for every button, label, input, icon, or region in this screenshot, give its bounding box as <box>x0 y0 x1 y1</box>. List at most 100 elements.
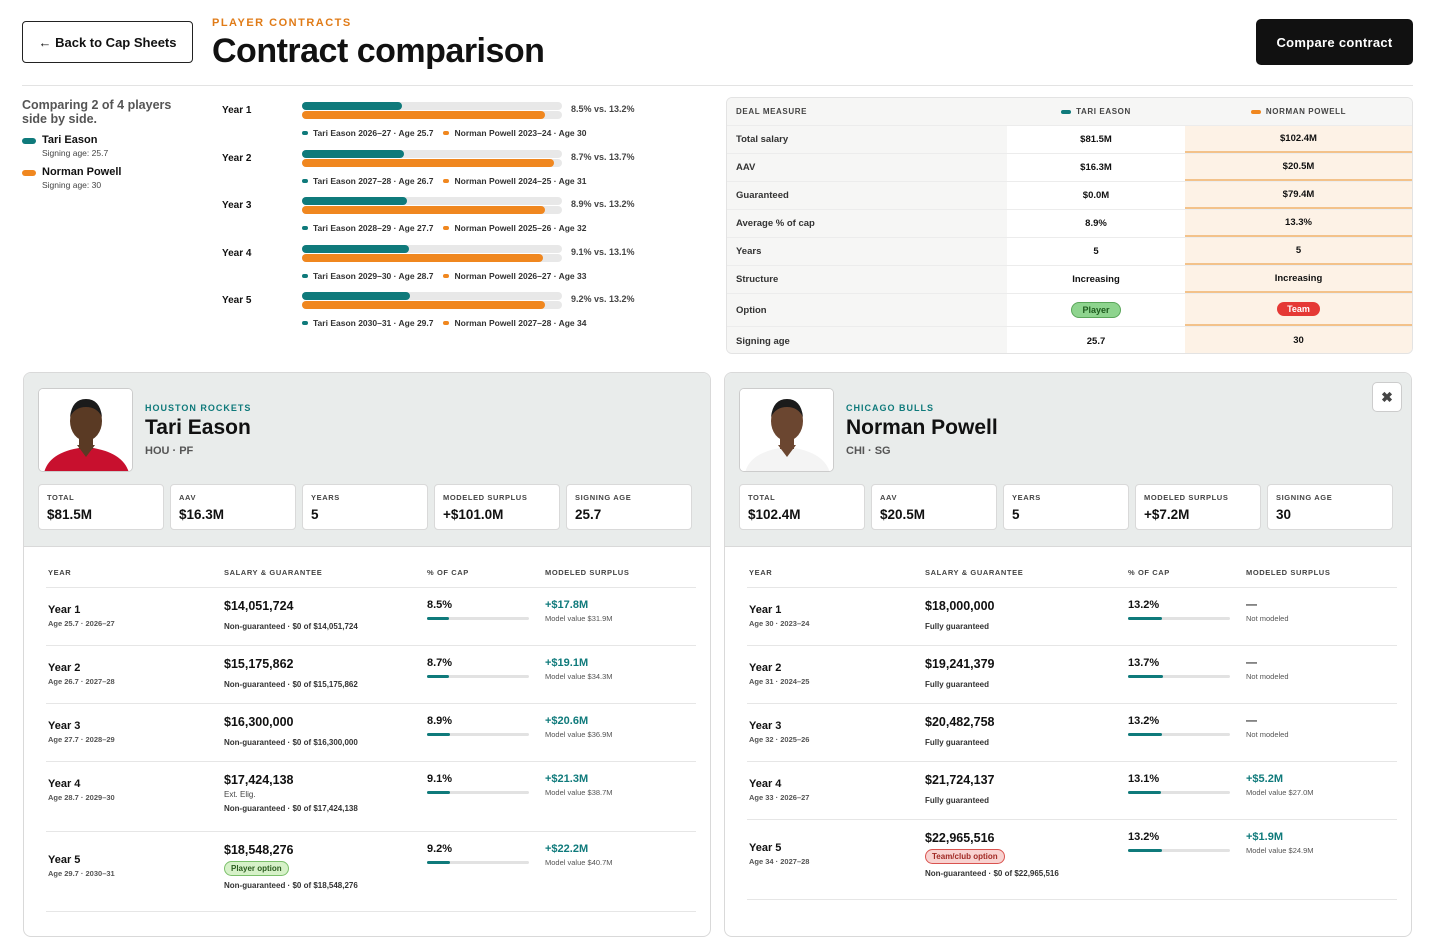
cap-pct-cell: 8.7% <box>427 657 529 678</box>
model-value: Model value $38.7M <box>545 788 613 797</box>
stat-tile: TOTAL $81.5M <box>38 484 164 530</box>
year-bar-pct-text: 9.1% vs. 13.1% <box>571 246 635 257</box>
deal-measure-label: Total salary <box>727 126 1007 153</box>
deal-measure-label: Option <box>727 294 1007 326</box>
page-eyebrow: PLAYER CONTRACTS <box>212 17 352 29</box>
player-position: CHI · SG <box>846 445 891 457</box>
column-header: % OF CAP <box>427 568 469 577</box>
guarantee-text: Non-guaranteed · $0 of $14,051,724 <box>224 622 358 631</box>
cap-pct-fill <box>1128 675 1163 678</box>
year-bar-label: Year 1 <box>222 105 252 116</box>
salary-value: $18,548,276 <box>224 843 294 857</box>
dot-b <box>443 226 450 230</box>
stat-label: SIGNING AGE <box>1276 493 1333 502</box>
model-value: Model value $34.3M <box>545 672 613 681</box>
legend-name-a: Tari Eason <box>42 134 98 146</box>
surplus-cell: — Not modeled <box>1246 715 1289 739</box>
stat-tiles: TOTAL $81.5M AAV $16.3M YEARS 5 MODELED SURPLU… <box>38 484 692 530</box>
cap-pct-fill <box>1128 733 1162 736</box>
deal-value-b: 13.3% <box>1185 210 1412 237</box>
column-header: MODELED SURPLUS <box>1246 568 1331 577</box>
bar-fill-b <box>302 301 545 309</box>
cap-pct-value: 13.2% <box>1128 599 1160 611</box>
bar-fill-a <box>302 197 407 205</box>
deal-measure-label: Average % of cap <box>727 210 1007 237</box>
card-header: HOUSTON ROCKETS Tari Eason HOU · PF TOTAL $8… <box>24 373 710 547</box>
deal-value-b: $20.5M <box>1185 154 1412 181</box>
player-name: Tari Eason <box>145 416 251 439</box>
surplus-cell: +$21.3M Model value $38.7M <box>545 773 613 797</box>
stat-tile: MODELED SURPLUS +$101.0M <box>434 484 560 530</box>
year-name: Year 2 <box>749 662 782 674</box>
year-sub: Age 25.7 · 2026–27 <box>48 619 115 628</box>
column-header: YEAR <box>749 568 773 577</box>
salary-cell: $18,000,000 Fully guaranteed <box>925 599 995 631</box>
year-bar-label: Year 2 <box>222 152 252 164</box>
stat-label: MODELED SURPLUS <box>1144 493 1229 502</box>
cap-pct-cell: 8.5% <box>427 599 529 620</box>
salary-value: $15,175,862 <box>224 657 294 671</box>
dot-a <box>302 321 308 325</box>
sub-b: Norman Powell 2024–25 · Age 31 <box>454 175 587 186</box>
salary-value: $17,424,138 <box>224 773 294 787</box>
bar-track-a <box>302 149 562 158</box>
salary-value: $14,051,724 <box>224 599 294 613</box>
sub-b: Norman Powell 2023–24 · Age 30 <box>454 128 587 138</box>
guarantee-text: Fully guaranteed <box>925 796 990 805</box>
cap-pct-bar <box>427 675 529 678</box>
salary-table-header: YEAR SALARY & GUARANTEE % OF CAP MODELED SU… <box>747 558 1397 588</box>
cap-pct-value: 8.5% <box>427 599 453 611</box>
compare-contract-button[interactable]: Compare contract <box>1256 19 1413 65</box>
guarantee-text: Non-guaranteed · $0 of $15,175,862 <box>224 680 358 689</box>
year-bar-subtext: Tari Eason 2030–31 · Age 29.7 Norman Powe… <box>302 318 586 328</box>
year-bar-row: Year 5 9.2% vs. 13.2% Tari Eason 2030–31 ·… <box>222 288 652 336</box>
year-sub: Age 31 · 2024–25 <box>749 677 810 686</box>
deal-value-a: $81.5M <box>1007 126 1185 153</box>
cap-pct-value: 13.1% <box>1128 773 1160 785</box>
stat-value: +$7.2M <box>1144 507 1190 522</box>
bar-fill-b <box>302 158 555 167</box>
cap-pct-fill <box>1128 791 1162 794</box>
deal-row: AAV $16.3M $20.5M <box>727 154 1412 182</box>
guarantee-text: Fully guaranteed <box>925 622 990 631</box>
table-row: Year 1 Age 30 · 2023–24 $18,000,000 Fully g… <box>747 588 1397 646</box>
cap-pct-value: 8.9% <box>427 715 453 727</box>
deal-row: Total salary $81.5M $102.4M <box>727 126 1412 154</box>
player-photo <box>739 388 834 472</box>
year-bar-label: Year 4 <box>222 247 252 259</box>
dot-b <box>443 131 450 135</box>
dot-a <box>302 273 308 278</box>
salary-cell: $16,300,000 Non-guaranteed · $0 of $16,30… <box>224 715 358 747</box>
stat-label: YEARS <box>1012 493 1041 502</box>
stat-tile: YEARS 5 <box>302 484 428 530</box>
deal-header-b: NORMAN POWELL <box>1185 98 1412 125</box>
bar-track-b <box>302 158 562 167</box>
salary-cell: $20,482,758 Fully guaranteed <box>925 715 995 747</box>
player-card-norman-powell: CHICAGO BULLS Norman Powell CHI · SG ✖ TOTAL… <box>724 372 1412 937</box>
stat-label: YEARS <box>311 493 340 502</box>
table-row: Year 1 Age 25.7 · 2026–27 $14,051,724 Non-g… <box>46 588 696 646</box>
bar-track-b <box>302 301 562 309</box>
year-name: Year 4 <box>48 778 81 790</box>
option-badge: Team/club option <box>925 849 1005 864</box>
model-value: Model value $27.0M <box>1246 788 1314 797</box>
deal-value-a: 5 <box>1007 238 1185 265</box>
surplus-value: +$5.2M <box>1246 773 1283 785</box>
cap-pct-fill <box>427 675 450 678</box>
back-to-cap-sheets-button[interactable]: ← Back to Cap Sheets <box>22 21 193 63</box>
year-bar-row: Year 4 9.1% vs. 13.1% Tari Eason 2029–30 ·… <box>222 241 652 289</box>
card-header: CHICAGO BULLS Norman Powell CHI · SG ✖ TOTAL… <box>725 373 1411 547</box>
close-icon: ✖ <box>1381 388 1393 405</box>
legend-swatch-a <box>22 138 36 144</box>
cap-pct-value: 8.7% <box>427 657 453 669</box>
deal-header-measure: DEAL MEASURE <box>727 98 1007 125</box>
stat-value: +$101.0M <box>443 507 504 522</box>
year-cell: Year 1 Age 30 · 2023–24 <box>749 604 809 628</box>
bar-fill-b <box>302 253 544 262</box>
cap-pct-bar <box>1128 617 1230 620</box>
stat-value: 5 <box>1012 507 1020 522</box>
cap-pct-bar <box>1128 733 1230 736</box>
deal-value-b: $102.4M <box>1185 126 1412 153</box>
remove-player-button[interactable]: ✖ <box>1372 382 1402 412</box>
cap-pct-fill <box>427 733 450 736</box>
